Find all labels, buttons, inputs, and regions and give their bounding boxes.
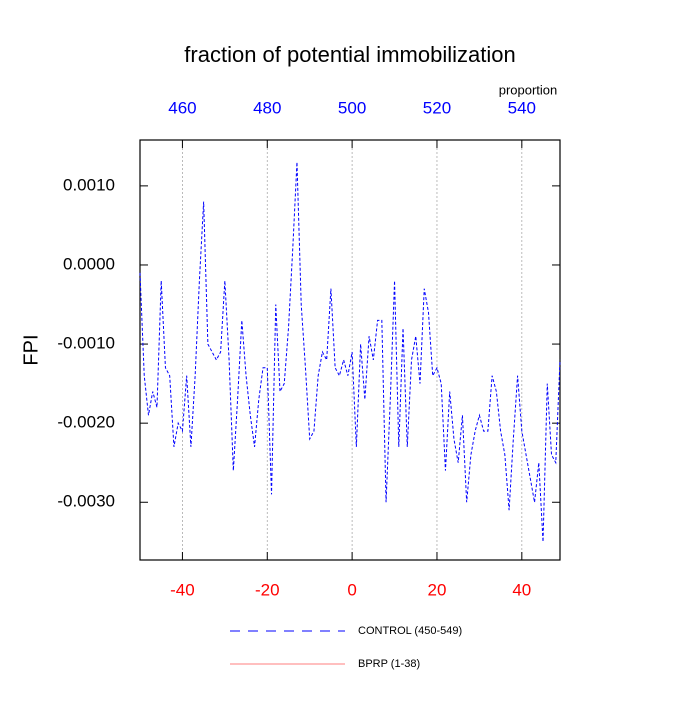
chart-title: fraction of potential immobilization [184,42,515,67]
x-tick-label: 40 [512,580,531,599]
x2-tick-label: 480 [253,98,281,117]
x-tick-label: -20 [255,580,280,599]
x2-tick-label: 540 [508,98,536,117]
x-tick-label: 20 [428,580,447,599]
x-tick-label: -40 [170,580,195,599]
legend-label: BPRP (1-38) [358,658,420,670]
series-line [139,162,561,542]
y-tick-label: 0.0000 [63,254,115,273]
x2-axis-label: proportion [499,82,558,97]
x2-tick-label: 520 [423,98,451,117]
y-axis-label: FPI [20,334,42,365]
x2-tick-label: 500 [338,98,366,117]
legend-label: CONTROL (450-549) [358,625,462,637]
y-tick-label: 0.0010 [63,175,115,194]
x2-tick-label: 460 [168,98,196,117]
y-tick-label: -0.0020 [57,413,115,432]
y-tick-label: -0.0030 [57,492,115,511]
plot-frame [139,139,561,561]
x-tick-label: 0 [347,580,356,599]
y-tick-label: -0.0010 [57,334,115,353]
